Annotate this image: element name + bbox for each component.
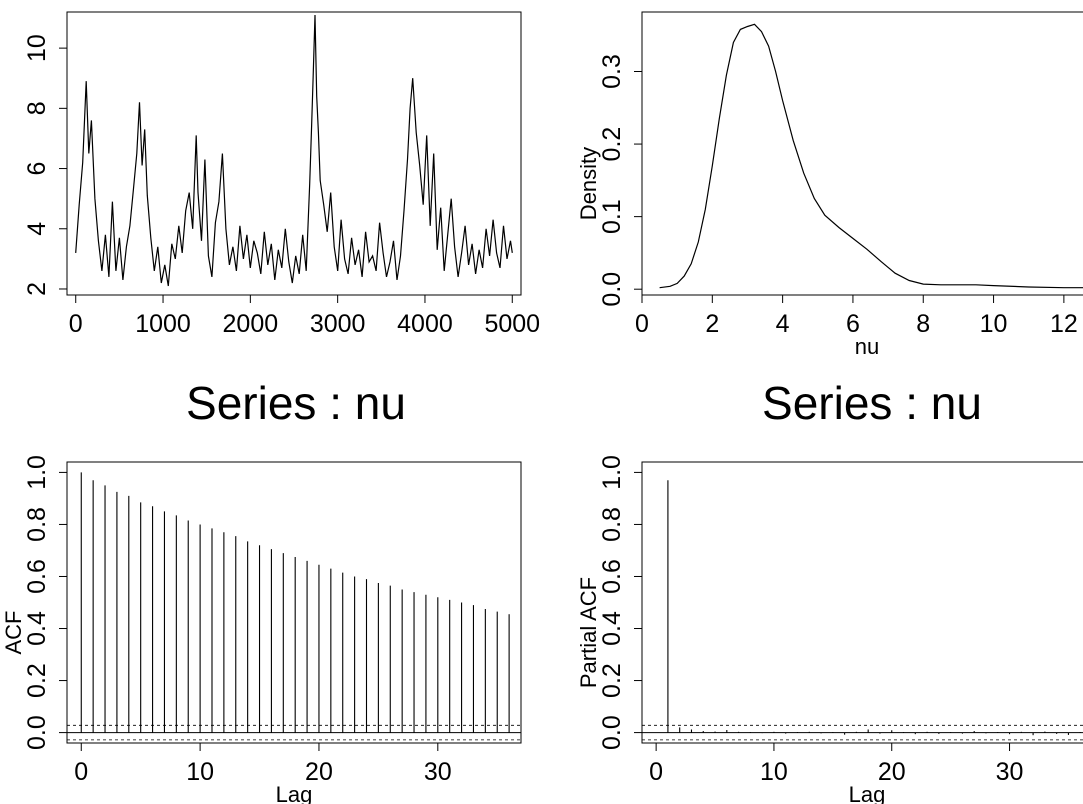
x-tick-label: 1000 [135, 310, 191, 338]
y-tick-label: 0.6 [23, 559, 51, 594]
plot-frame [641, 11, 1083, 296]
y-tick-label: 0.8 [598, 507, 626, 542]
y-tick-label: 8 [23, 101, 51, 115]
x-tick-label: 2000 [223, 310, 279, 338]
trace-plot-panel: 0 1000 2000 3000 4000 5000 2 4 6 8 10 [23, 11, 540, 338]
y-tick-label: 0.3 [598, 54, 626, 89]
y-tick-label: 0.4 [598, 611, 626, 646]
x-tick-label: 0 [74, 758, 88, 786]
y-tick-label: 0.2 [23, 663, 51, 698]
density-plot-panel: 0 2 4 6 8 10 12 0.0 0.1 0.2 0.3 nu Density [576, 11, 1083, 359]
x-tick-label: 5000 [484, 310, 540, 338]
x-tick-label: 10 [760, 758, 788, 786]
pacf-plot-panel: Series : nu 0 10 20 30 0.0 0.2 0.4 0.6 0.8 1.0 Lag… [576, 377, 1083, 804]
x-tick-label: 10 [980, 310, 1008, 338]
x-tick-label: 10 [186, 758, 214, 786]
x-tick-label: 30 [996, 758, 1024, 786]
plot-frame [66, 11, 522, 296]
x-tick-label: 0 [69, 310, 83, 338]
x-tick-label: 2 [705, 310, 719, 338]
x-tick-label: 4000 [397, 310, 453, 338]
y-tick-label: 0.2 [598, 127, 626, 162]
y-tick-label: 6 [23, 162, 51, 176]
x-tick-label: 20 [878, 758, 906, 786]
y-tick-label: 0.0 [23, 715, 51, 750]
y-tick-label: 4 [23, 222, 51, 236]
y-tick-label: 0.1 [598, 199, 626, 234]
y-axis-label: Density [576, 147, 601, 220]
y-tick-label: 0.2 [598, 663, 626, 698]
x-tick-label: 6 [846, 310, 860, 338]
y-axis-label: ACF [1, 611, 26, 655]
x-tick-label: 12 [1050, 310, 1078, 338]
x-axis-label: nu [855, 334, 879, 359]
acf-plot-panel: Series : nu 0 10 20 30 0.0 0.2 0.4 0.6 0.8 1.0 Lag… [1, 377, 522, 804]
x-tick-label: 20 [305, 758, 333, 786]
y-tick-label: 0.8 [23, 507, 51, 542]
y-tick-label: 0.4 [23, 611, 51, 646]
x-tick-label: 0 [649, 758, 663, 786]
y-tick-label: 0.0 [598, 715, 626, 750]
y-tick-label: 0.0 [598, 272, 626, 307]
acf-title: Series : nu [186, 377, 406, 429]
x-tick-label: 30 [424, 758, 452, 786]
y-tick-label: 10 [23, 34, 51, 62]
y-tick-label: 2 [23, 282, 51, 296]
x-tick-label: 8 [916, 310, 930, 338]
pacf-title: Series : nu [762, 377, 982, 429]
x-axis-label: Lag [276, 782, 313, 804]
x-axis-label: Lag [849, 782, 886, 804]
plot-frame [641, 461, 1083, 744]
y-tick-label: 1.0 [598, 455, 626, 490]
y-tick-label: 0.6 [598, 559, 626, 594]
y-axis-label: Partial ACF [576, 577, 601, 688]
plot-frame [66, 461, 522, 744]
x-tick-label: 0 [635, 310, 649, 338]
series-line [75, 14, 513, 287]
series-line [659, 23, 1083, 289]
x-tick-label: 3000 [310, 310, 366, 338]
y-tick-label: 1.0 [23, 455, 51, 490]
x-tick-label: 4 [776, 310, 790, 338]
